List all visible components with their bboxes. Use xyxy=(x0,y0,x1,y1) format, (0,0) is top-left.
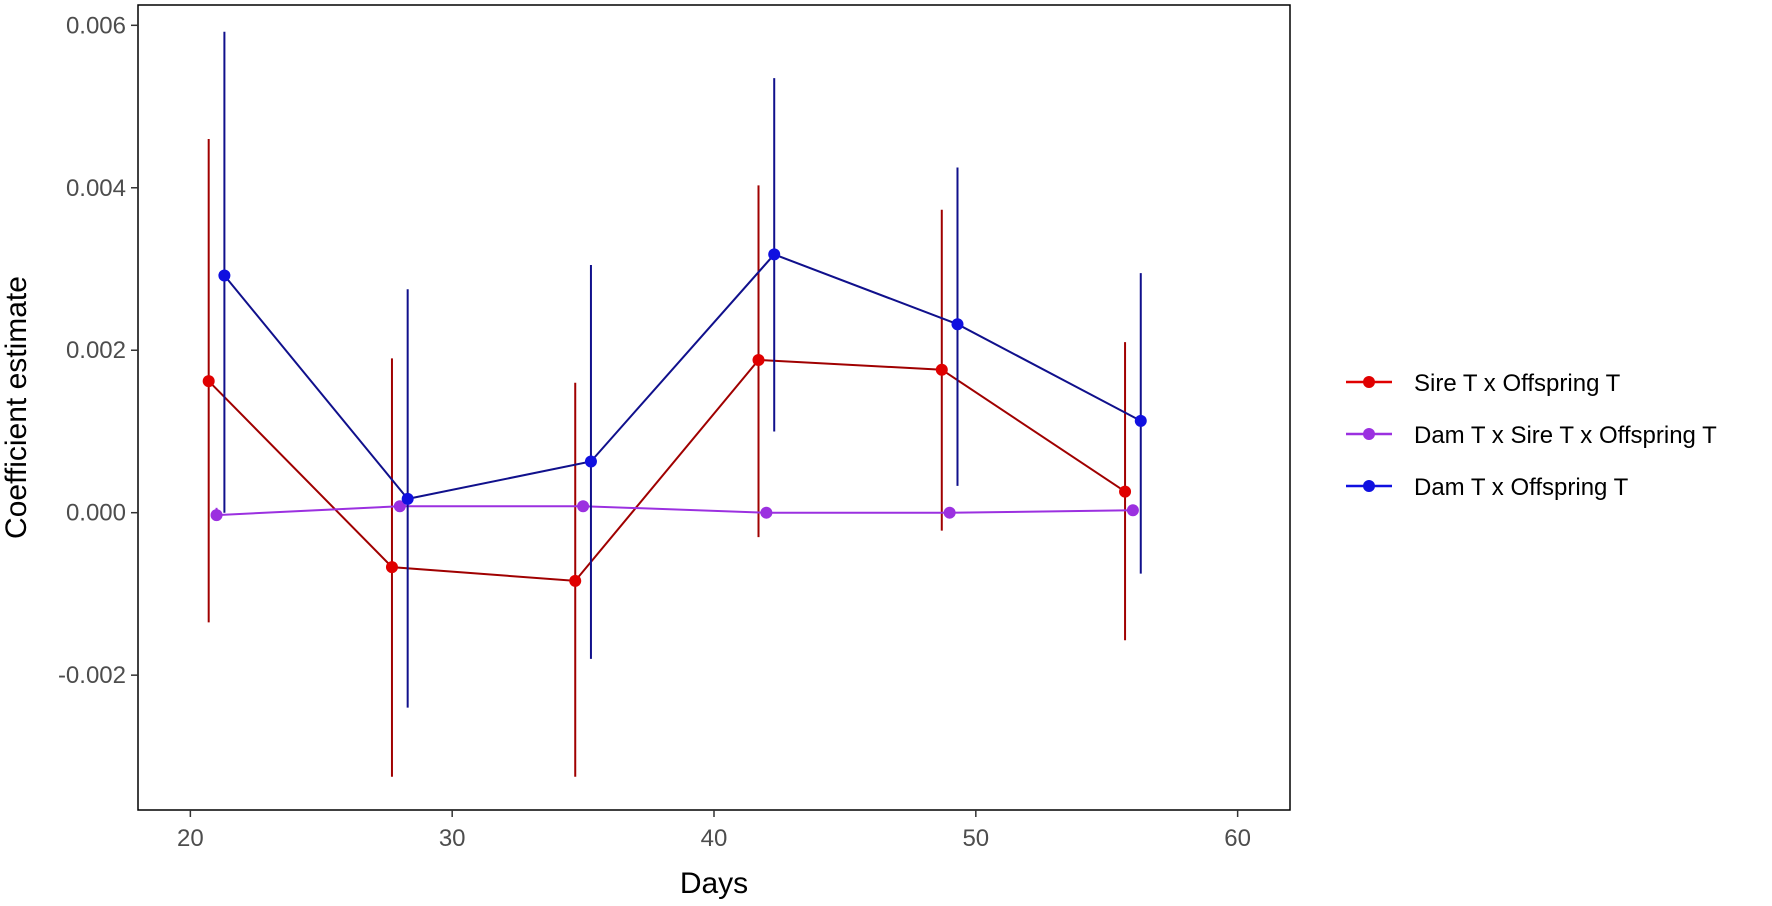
data-point xyxy=(760,506,773,519)
x-axis-title: Days xyxy=(680,867,748,900)
x-tick-label: 30 xyxy=(439,825,466,852)
data-point xyxy=(1134,414,1147,427)
series-0 xyxy=(202,139,1132,777)
data-point xyxy=(768,248,781,261)
legend-item: Dam T x Sire T x Offspring T xyxy=(1346,422,1717,449)
legend-label: Sire T x Offspring T xyxy=(1414,370,1621,397)
plot-area xyxy=(202,31,1147,777)
axes: -0.002 0.000 0.002 0.004 0.006 20 30 40 50 60 xyxy=(58,4,1291,852)
legend-label: Dam T x Offspring T xyxy=(1414,474,1629,501)
series-line xyxy=(223,253,1142,501)
y-axis-title: Coefficient estimate xyxy=(0,276,33,539)
data-point xyxy=(1126,504,1139,517)
series-line xyxy=(216,505,1133,517)
data-point xyxy=(393,500,406,513)
y-tick-label: 0.006 xyxy=(66,12,126,39)
data-point xyxy=(943,506,956,519)
data-point xyxy=(584,455,597,468)
y-tick-label: -0.002 xyxy=(58,662,126,689)
data-point xyxy=(210,509,223,522)
data-point xyxy=(218,269,231,282)
y-tick-label: 0.002 xyxy=(66,337,126,364)
x-tick-label: 20 xyxy=(177,825,204,852)
legend-item: Sire T x Offspring T xyxy=(1346,370,1621,397)
data-point xyxy=(951,318,964,331)
data-point xyxy=(401,492,414,505)
legend-key-point xyxy=(1363,428,1375,440)
data-point xyxy=(752,353,765,366)
data-point xyxy=(569,574,582,587)
series-2 xyxy=(218,31,1147,708)
data-point xyxy=(1119,485,1132,498)
legend-key-point xyxy=(1363,480,1375,492)
x-tick-label: 60 xyxy=(1224,825,1251,852)
series-line xyxy=(207,358,1126,582)
data-point xyxy=(385,561,398,574)
legend-item: Dam T x Offspring T xyxy=(1346,474,1629,501)
data-point xyxy=(202,375,215,388)
data-point xyxy=(935,363,948,376)
y-tick-label: 0.000 xyxy=(66,500,126,527)
y-tick-label: 0.004 xyxy=(66,175,126,202)
series-1 xyxy=(210,500,1139,522)
legend-label: Dam T x Sire T x Offspring T xyxy=(1414,422,1717,449)
legend: Sire T x Offspring T Dam T x Sire T x Off… xyxy=(1346,370,1717,501)
x-tick-label: 50 xyxy=(962,825,989,852)
data-point xyxy=(577,500,590,513)
legend-key-point xyxy=(1363,376,1375,388)
x-tick-label: 40 xyxy=(701,825,728,852)
